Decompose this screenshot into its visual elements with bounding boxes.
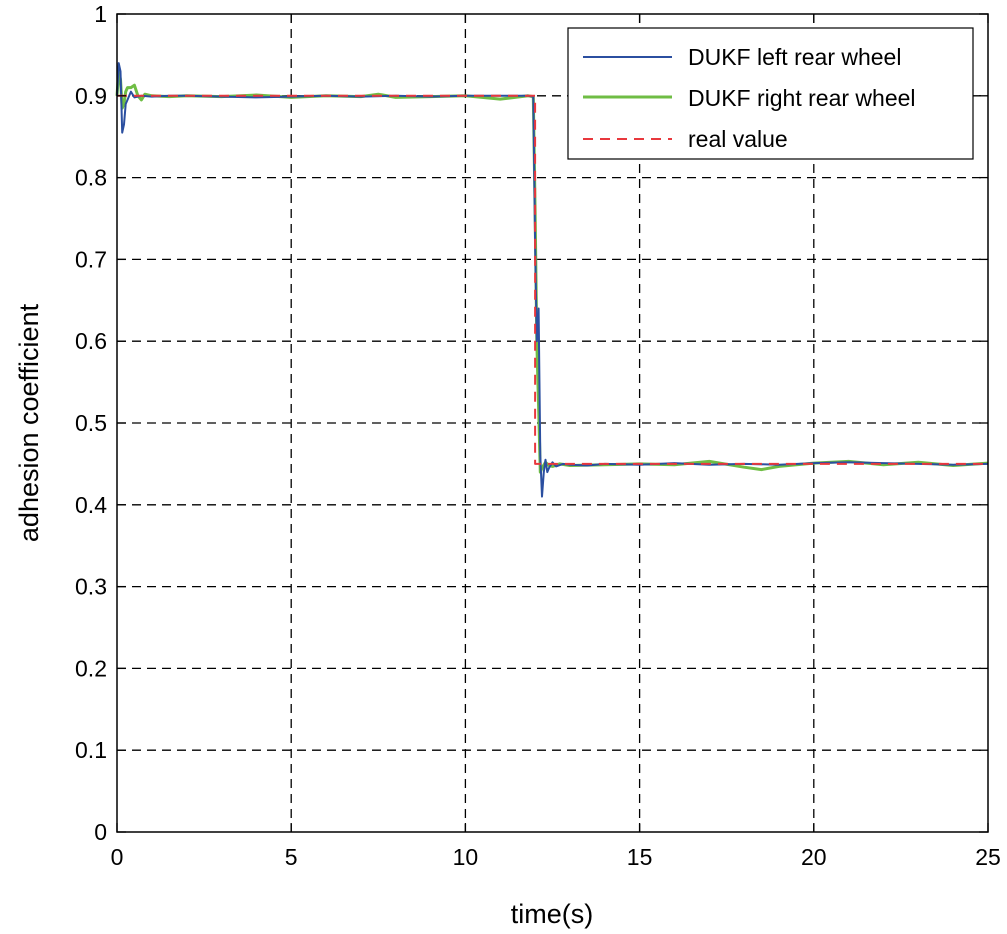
series-group xyxy=(115,62,989,498)
x-tick-label: 0 xyxy=(111,844,124,870)
ticks xyxy=(116,13,989,833)
series-right-rear-wheel xyxy=(115,69,989,474)
legend-label-real-value: real value xyxy=(688,126,788,152)
y-tick-label: 0.7 xyxy=(75,246,107,272)
legend-box xyxy=(567,27,974,160)
y-axis-label: adhesion coefficient xyxy=(14,303,44,542)
y-tick-label: 0.8 xyxy=(75,165,107,191)
legend-label-right-rear: DUKF right rear wheel xyxy=(688,85,916,111)
x-tick-labels: 0 5 10 15 20 25 xyxy=(111,844,1001,870)
x-tick-label: 25 xyxy=(975,844,1001,870)
x-tick-label: 20 xyxy=(801,844,827,870)
y-tick-label: 0.3 xyxy=(75,574,107,600)
series-real-value xyxy=(117,94,988,465)
y-tick-labels: 0 0.1 0.2 0.3 0.4 0.5 0.6 0.7 0.8 0.9 1 xyxy=(75,1,107,845)
legend: DUKF left rear wheel DUKF right rear whe… xyxy=(567,27,974,160)
y-tick-label: 1 xyxy=(94,1,107,27)
x-tick-label: 5 xyxy=(285,844,298,870)
legend-label-left-rear: DUKF left rear wheel xyxy=(688,44,901,70)
y-tick-label: 0 xyxy=(94,819,107,845)
y-tick-label: 0.2 xyxy=(75,655,107,681)
x-axis-label: time(s) xyxy=(511,899,594,929)
y-tick-label: 0.5 xyxy=(75,410,107,436)
x-tick-label: 10 xyxy=(453,844,479,870)
y-tick-label: 0.9 xyxy=(75,83,107,109)
y-tick-label: 0.6 xyxy=(75,328,107,354)
y-tick-label: 0.4 xyxy=(75,492,107,518)
x-tick-label: 15 xyxy=(627,844,653,870)
y-tick-label: 0.1 xyxy=(75,737,107,763)
